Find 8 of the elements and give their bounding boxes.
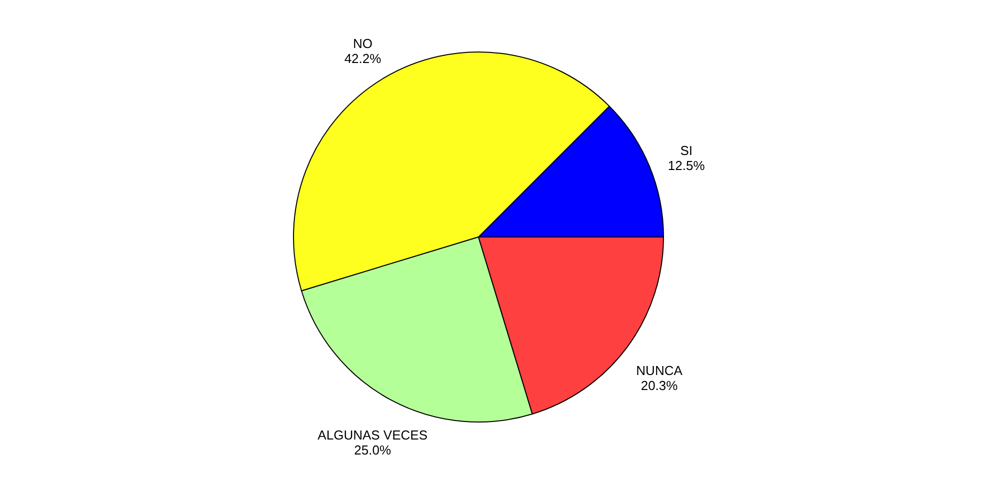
- slice-label: NUNCA: [636, 362, 683, 378]
- data-label: 25.0%: [354, 442, 392, 458]
- slice-label: ALGUNAS VECES: [318, 428, 428, 443]
- data-label: 20.3%: [640, 378, 678, 393]
- slice-label: NO: [353, 36, 372, 52]
- slice-label: SI: [680, 142, 693, 158]
- data-label: 42.2%: [344, 51, 382, 66]
- data-label: 12.5%: [668, 158, 706, 173]
